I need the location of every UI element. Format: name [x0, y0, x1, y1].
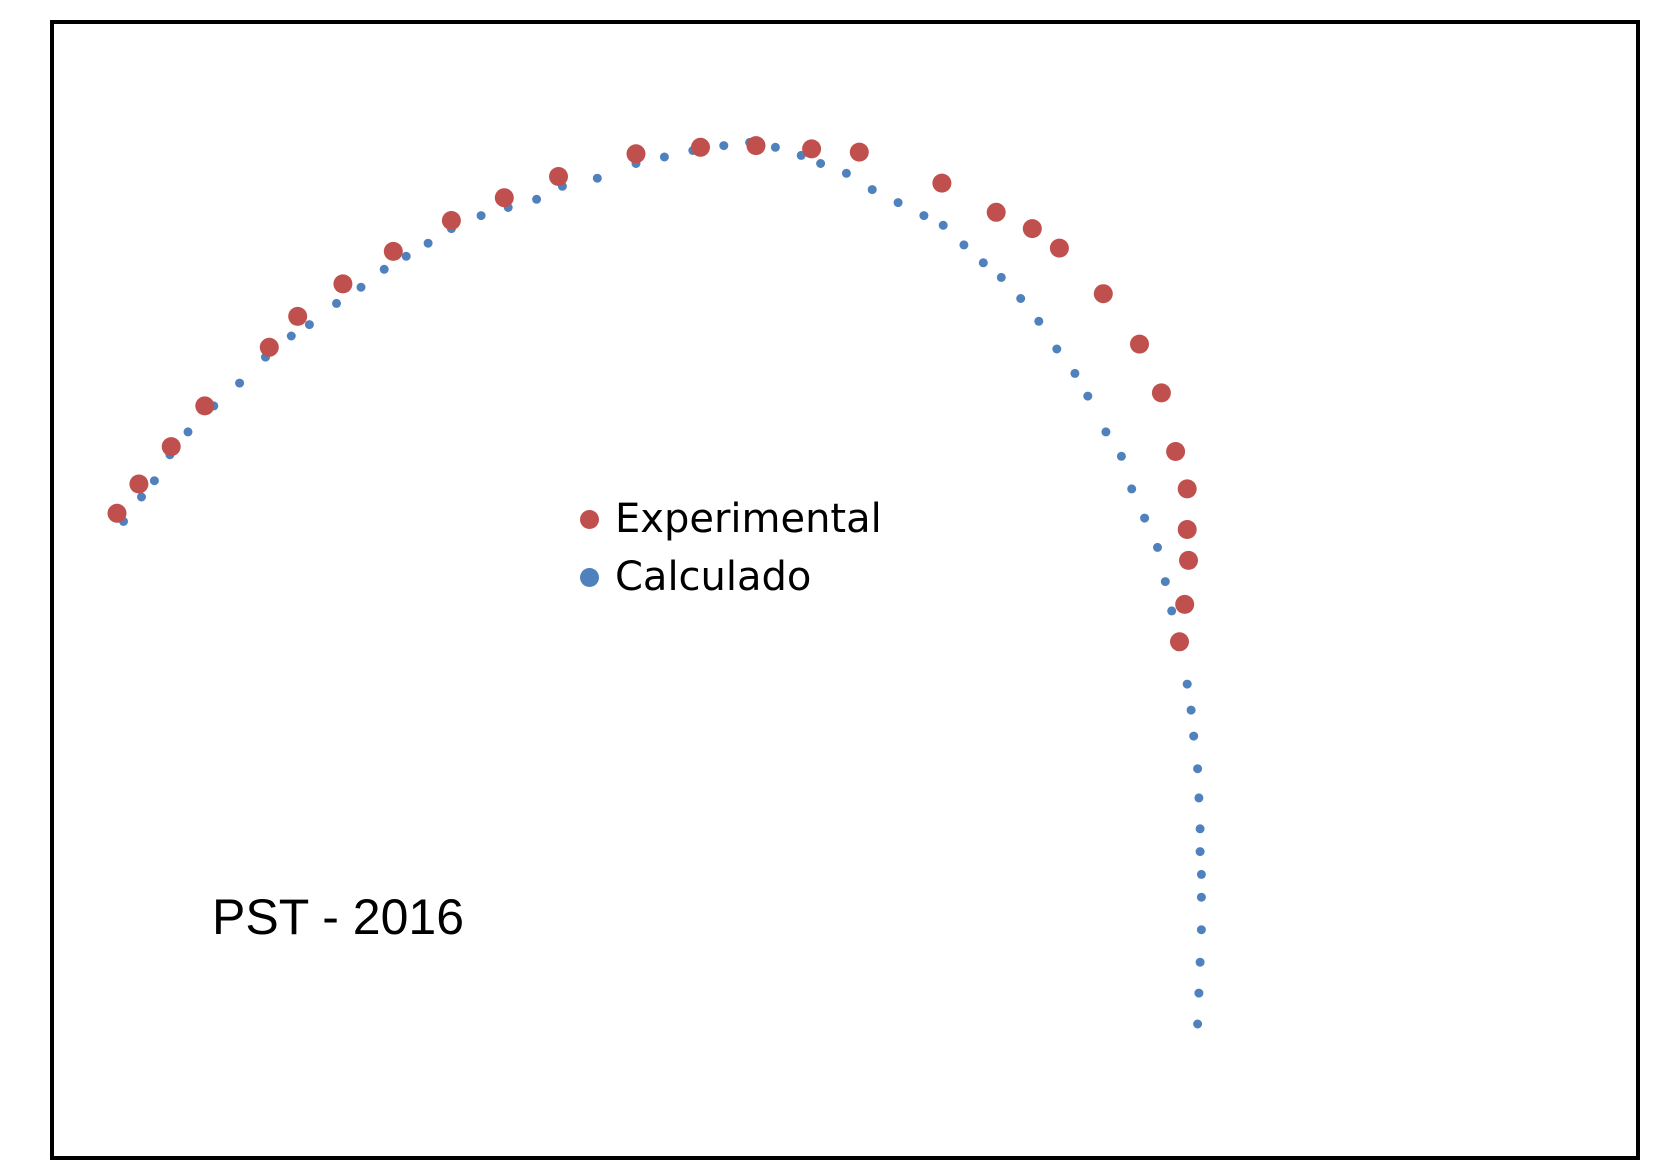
point-experimental-26: [1179, 550, 1198, 570]
point-experimental-20: [1093, 284, 1113, 304]
legend-marker-experimental: [580, 509, 599, 529]
point-experimental-15: [849, 142, 869, 162]
point-calculado-37: [1016, 294, 1026, 303]
point-calculado-29: [841, 168, 851, 178]
point-calculado-11: [356, 282, 366, 292]
point-calculado-58: [1196, 892, 1206, 902]
point-calculado-62: [1193, 1019, 1203, 1029]
point-experimental-18: [1022, 219, 1042, 239]
point-calculado-47: [1160, 577, 1170, 587]
point-calculado-43: [1116, 451, 1126, 461]
legend-label-calculado: Calculado: [615, 554, 812, 600]
point-experimental-23: [1166, 442, 1186, 461]
point-calculado-10: [332, 298, 341, 308]
point-calculado-2: [149, 476, 159, 486]
point-calculado-46: [1153, 542, 1162, 552]
point-calculado-18: [532, 194, 542, 204]
point-calculado-51: [1186, 705, 1196, 715]
point-experimental-2: [161, 437, 181, 457]
point-experimental-0: [107, 503, 127, 523]
chart-frame: [50, 20, 1640, 1160]
point-calculado-20: [592, 173, 602, 183]
point-calculado-48: [1167, 606, 1177, 616]
point-experimental-5: [288, 306, 308, 326]
point-experimental-19: [1049, 238, 1069, 258]
legend-label-experimental: Experimental: [615, 496, 882, 542]
scatter-plot: [107, 136, 1206, 1029]
point-calculado-60: [1195, 957, 1205, 967]
point-calculado-1: [137, 492, 146, 502]
point-experimental-28: [1170, 632, 1189, 652]
point-experimental-6: [333, 274, 353, 294]
point-calculado-9: [304, 320, 314, 330]
point-calculado-35: [978, 258, 988, 268]
point-experimental-12: [691, 137, 710, 157]
point-calculado-56: [1195, 847, 1205, 857]
point-calculado-45: [1140, 513, 1150, 523]
point-experimental-11: [626, 144, 646, 164]
point-calculado-33: [938, 220, 948, 230]
point-calculado-26: [770, 142, 780, 152]
point-calculado-52: [1189, 731, 1199, 741]
point-calculado-50: [1182, 679, 1192, 689]
point-calculado-4: [183, 427, 193, 437]
point-experimental-4: [259, 337, 279, 357]
point-calculado-40: [1070, 368, 1080, 378]
point-calculado-42: [1101, 427, 1111, 437]
point-calculado-13: [401, 251, 411, 261]
point-experimental-27: [1175, 594, 1195, 614]
series-calculado: [119, 137, 1206, 1029]
point-experimental-9: [494, 188, 514, 208]
point-experimental-14: [802, 139, 822, 159]
legend-item-experimental: Experimental: [580, 490, 882, 548]
point-experimental-22: [1151, 383, 1171, 403]
point-calculado-54: [1194, 793, 1204, 803]
point-calculado-38: [1034, 316, 1044, 326]
point-calculado-24: [719, 141, 729, 151]
point-experimental-21: [1130, 334, 1149, 354]
point-calculado-55: [1195, 824, 1205, 834]
point-experimental-3: [195, 396, 215, 416]
point-experimental-16: [932, 173, 952, 193]
point-calculado-16: [476, 211, 486, 221]
point-experimental-24: [1177, 479, 1197, 499]
point-calculado-12: [379, 264, 389, 274]
point-experimental-25: [1177, 520, 1197, 539]
point-calculado-31: [893, 198, 903, 208]
point-experimental-1: [129, 474, 149, 494]
point-calculado-28: [816, 159, 826, 168]
point-calculado-61: [1194, 988, 1204, 998]
point-calculado-30: [867, 185, 877, 195]
point-calculado-57: [1196, 869, 1206, 879]
point-experimental-8: [441, 211, 461, 230]
legend: Experimental Calculado: [580, 490, 882, 606]
point-calculado-44: [1127, 484, 1137, 494]
series-layer: [107, 136, 1206, 1029]
point-calculado-14: [423, 238, 433, 248]
point-calculado-41: [1083, 391, 1093, 401]
legend-item-calculado: Calculado: [580, 548, 882, 606]
point-calculado-53: [1193, 764, 1203, 774]
chart-annotation: PST - 2016: [212, 889, 465, 945]
point-experimental-13: [746, 136, 766, 156]
series-experimental: [107, 136, 1198, 652]
point-calculado-32: [919, 211, 929, 221]
point-calculado-36: [996, 272, 1006, 282]
point-calculado-8: [286, 331, 296, 341]
point-calculado-39: [1052, 344, 1062, 354]
point-calculado-6: [235, 378, 245, 388]
point-calculado-22: [659, 152, 669, 162]
legend-marker-calculado: [580, 567, 599, 587]
point-calculado-34: [959, 240, 969, 250]
point-experimental-10: [549, 167, 568, 186]
point-experimental-7: [383, 241, 403, 261]
point-experimental-17: [986, 202, 1006, 222]
point-calculado-59: [1196, 925, 1206, 935]
